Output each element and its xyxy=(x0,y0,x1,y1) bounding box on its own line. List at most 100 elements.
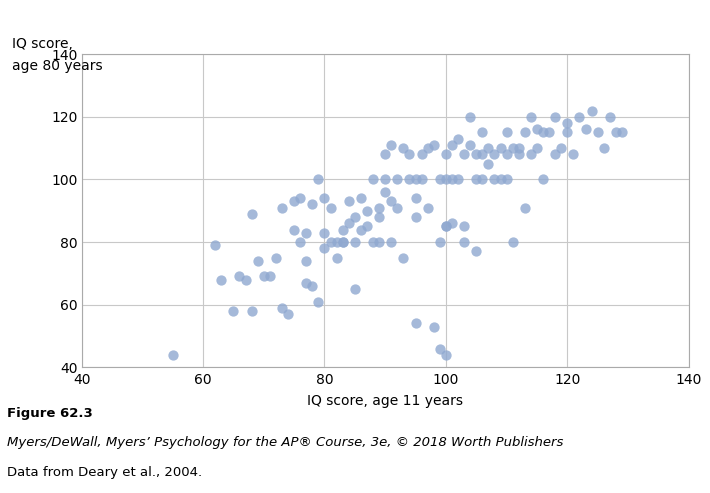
Point xyxy=(550,150,561,158)
Point xyxy=(513,144,525,152)
Point xyxy=(319,194,330,202)
Text: Myers/DeWall, Myers’ Psychology for the AP® Course, 3e, © 2018 Worth Publishers: Myers/DeWall, Myers’ Psychology for the … xyxy=(7,436,564,449)
Point xyxy=(495,176,506,183)
Point xyxy=(331,238,342,246)
Point xyxy=(550,113,561,121)
Point xyxy=(464,141,476,149)
Point xyxy=(349,285,361,293)
Point xyxy=(440,222,452,230)
Point xyxy=(537,129,549,137)
Point xyxy=(562,119,573,127)
Point xyxy=(319,229,330,237)
Point xyxy=(258,273,270,281)
Point xyxy=(295,238,306,246)
Point xyxy=(307,201,318,209)
Point xyxy=(616,129,628,137)
Point xyxy=(386,141,397,149)
Point xyxy=(246,210,257,218)
Point xyxy=(459,150,470,158)
Point xyxy=(386,197,397,205)
Point xyxy=(228,307,239,315)
X-axis label: IQ score, age 11 years: IQ score, age 11 years xyxy=(307,394,463,408)
Point xyxy=(319,245,330,252)
Point xyxy=(428,141,439,149)
Point xyxy=(440,150,452,158)
Point xyxy=(288,226,300,234)
Point xyxy=(373,204,385,211)
Point xyxy=(392,204,403,211)
Point xyxy=(349,238,361,246)
Point xyxy=(471,247,482,255)
Point xyxy=(531,144,542,152)
Point xyxy=(562,129,573,137)
Point xyxy=(488,176,500,183)
Point xyxy=(312,176,324,183)
Point xyxy=(355,194,366,202)
Point xyxy=(543,129,555,137)
Point xyxy=(580,125,591,133)
Point xyxy=(240,276,251,283)
Point xyxy=(416,176,427,183)
Point xyxy=(234,273,245,281)
Point xyxy=(476,176,488,183)
Point xyxy=(434,238,445,246)
Point xyxy=(459,222,470,230)
Point xyxy=(410,194,421,202)
Point xyxy=(416,150,427,158)
Point xyxy=(513,150,525,158)
Point xyxy=(440,176,452,183)
Point xyxy=(501,176,513,183)
Point xyxy=(307,282,318,290)
Point xyxy=(300,279,312,287)
Point xyxy=(519,204,530,211)
Point xyxy=(398,254,409,262)
Point xyxy=(398,144,409,152)
Point xyxy=(343,219,354,227)
Point xyxy=(586,106,597,114)
Point xyxy=(380,188,391,196)
Text: Figure 62.3: Figure 62.3 xyxy=(7,407,93,420)
Point xyxy=(167,351,178,359)
Point xyxy=(525,113,537,121)
Point xyxy=(343,197,354,205)
Point xyxy=(404,176,415,183)
Point xyxy=(216,276,227,283)
Point xyxy=(283,310,294,318)
Point xyxy=(483,160,494,168)
Point xyxy=(325,204,337,211)
Point xyxy=(312,298,324,306)
Point xyxy=(604,113,616,121)
Point xyxy=(507,238,518,246)
Point xyxy=(410,176,421,183)
Point xyxy=(373,238,385,246)
Point xyxy=(447,176,458,183)
Point xyxy=(337,226,349,234)
Point xyxy=(373,213,385,221)
Point xyxy=(488,150,500,158)
Point xyxy=(337,238,349,246)
Point xyxy=(246,307,257,315)
Point xyxy=(288,197,300,205)
Point xyxy=(471,176,482,183)
Point xyxy=(410,319,421,327)
Point xyxy=(452,135,464,142)
Point xyxy=(422,204,433,211)
Point xyxy=(295,194,306,202)
Point xyxy=(471,150,482,158)
Point xyxy=(434,345,445,352)
Point xyxy=(252,257,263,265)
Text: IQ score,: IQ score, xyxy=(12,37,72,51)
Point xyxy=(331,254,342,262)
Point xyxy=(537,176,549,183)
Point xyxy=(209,241,221,249)
Point xyxy=(447,141,458,149)
Point xyxy=(440,222,452,230)
Point xyxy=(501,150,513,158)
Point xyxy=(464,113,476,121)
Point xyxy=(380,150,391,158)
Point xyxy=(367,176,378,183)
Point xyxy=(361,222,373,230)
Point xyxy=(300,229,312,237)
Point xyxy=(519,129,530,137)
Point xyxy=(410,213,421,221)
